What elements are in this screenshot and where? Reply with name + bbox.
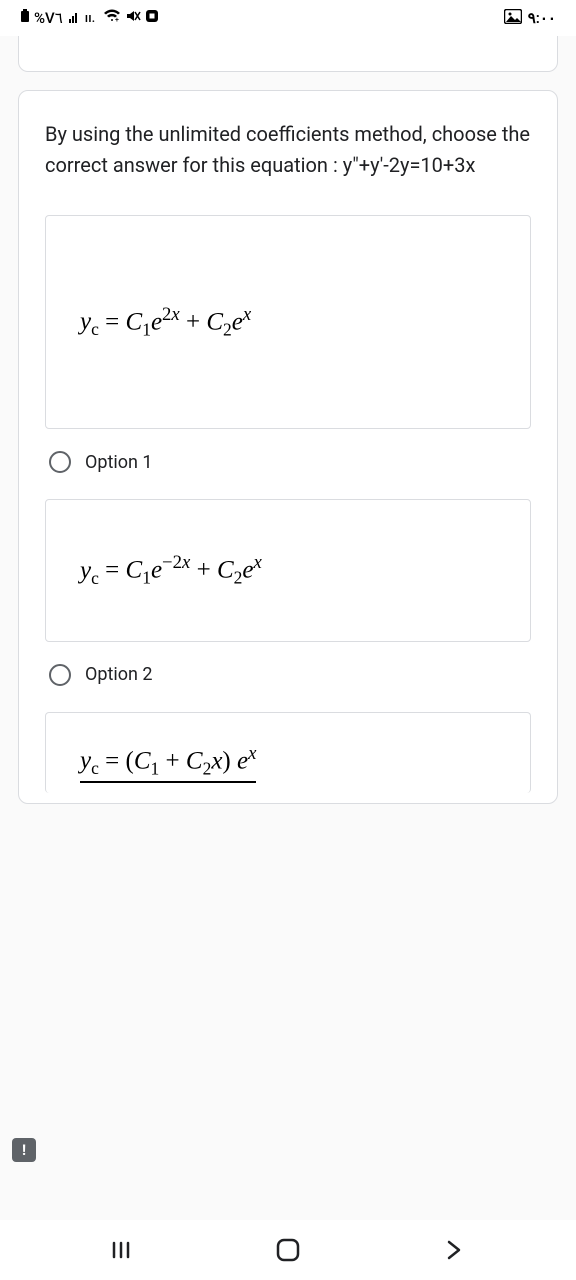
mute-icon <box>125 9 141 27</box>
equation-box-1[interactable]: yc = C1e2x + C2ex <box>45 215 531 429</box>
status-bar: %V٦ ıı. + ٩:٠٠ <box>0 0 576 36</box>
equation-1: yc = C1e2x + C2ex <box>66 304 251 340</box>
radio-1[interactable] <box>49 451 71 473</box>
option-block-2: yc = C1e−2x + C2ex Option 2 <box>45 499 531 693</box>
equation-box-3[interactable]: yc = (C1 + C2x) ex <box>45 712 531 793</box>
radio-2[interactable] <box>49 664 71 686</box>
nav-back-button[interactable] <box>439 1236 467 1264</box>
previous-card-edge <box>18 36 558 72</box>
alert-bubble[interactable]: ! <box>12 1138 36 1162</box>
signal-sub: ıı. <box>85 11 95 26</box>
nav-home-button[interactable] <box>274 1236 302 1264</box>
equation-box-2[interactable]: yc = C1e−2x + C2ex <box>45 499 531 641</box>
svg-text:+: + <box>115 16 119 23</box>
status-time: ٩:٠٠ <box>528 9 556 27</box>
status-right: ٩:٠٠ <box>504 9 556 28</box>
question-card: By using the unlimited coefficients meth… <box>18 90 558 804</box>
equation-3: yc = (C1 + C2x) ex <box>66 743 256 783</box>
picture-icon <box>504 9 522 28</box>
option-row-1[interactable]: Option 1 <box>45 443 531 481</box>
wifi-icon: + <box>103 9 121 27</box>
question-text: By using the unlimited coefficients meth… <box>45 119 531 181</box>
nav-recent-button[interactable] <box>109 1236 137 1264</box>
status-percent: %V٦ <box>34 9 63 27</box>
alert-text: ! <box>22 1141 26 1159</box>
content-area: By using the unlimited coefficients meth… <box>0 36 576 1220</box>
equation-2: yc = C1e−2x + C2ex <box>66 552 262 588</box>
option-label-2: Option 2 <box>85 664 153 685</box>
status-left: %V٦ ıı. + <box>20 9 159 27</box>
stop-icon <box>145 9 159 27</box>
android-nav-bar <box>0 1220 576 1280</box>
option-block-3: yc = (C1 + C2x) ex <box>45 712 531 793</box>
option-row-2[interactable]: Option 2 <box>45 656 531 694</box>
option-label-1: Option 1 <box>85 452 153 473</box>
battery-icon <box>20 9 30 27</box>
option-block-1: yc = C1e2x + C2ex Option 1 <box>45 215 531 481</box>
signal-icon <box>69 9 83 27</box>
